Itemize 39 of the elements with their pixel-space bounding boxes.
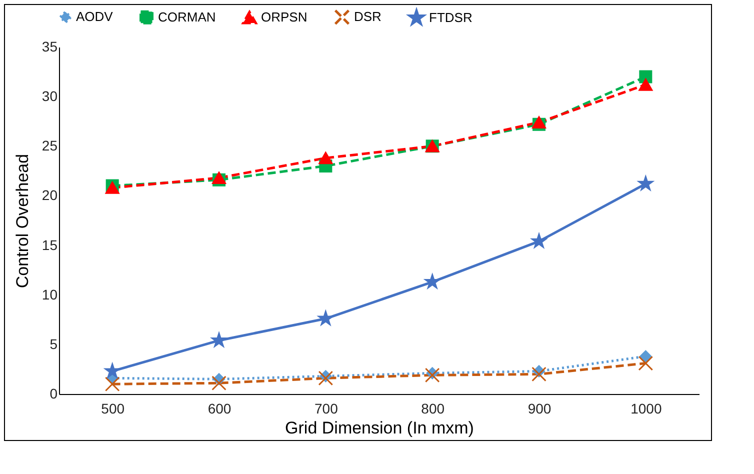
point	[532, 234, 546, 248]
point	[532, 116, 546, 128]
y-tick-label: 0	[50, 386, 58, 402]
x-tick-label: 500	[101, 400, 125, 416]
point	[424, 368, 440, 383]
y-tick-label: 15	[42, 236, 58, 253]
x-tick-label: 600	[208, 400, 232, 416]
point	[104, 363, 120, 378]
point	[532, 366, 546, 382]
point	[638, 78, 653, 91]
legend-label: CORMAN	[158, 9, 216, 24]
legend-label: FTDSR	[429, 10, 472, 25]
y-tick-label: 5	[50, 336, 58, 352]
point	[104, 376, 120, 392]
point	[638, 176, 654, 190]
y-tick-label: 10	[42, 286, 58, 302]
point	[638, 356, 654, 371]
legend-label: ORPSN	[261, 10, 308, 25]
x-tick-label: 700	[314, 400, 338, 416]
point	[639, 70, 652, 84]
point	[318, 370, 334, 386]
point	[424, 274, 440, 288]
legend-label: AODV	[76, 9, 114, 24]
point	[318, 152, 333, 164]
x-tick-label: 800	[421, 400, 445, 416]
y-axis-title: Control Overhead	[12, 154, 32, 288]
point	[640, 350, 652, 362]
point	[212, 376, 226, 391]
x-tick-label: 900	[528, 400, 552, 416]
point	[105, 182, 120, 194]
x-axis-title: Grid Dimension (In mxm)	[285, 418, 474, 438]
y-tick-label: 30	[42, 88, 58, 104]
point	[212, 332, 226, 347]
y-tick-label: 25	[42, 138, 58, 154]
point	[318, 310, 334, 326]
legend-label: DSR	[354, 9, 382, 24]
y-tick-label: 35	[42, 38, 58, 54]
x-tick-label: 1000	[630, 400, 662, 416]
y-tick-label: 20	[42, 187, 58, 204]
